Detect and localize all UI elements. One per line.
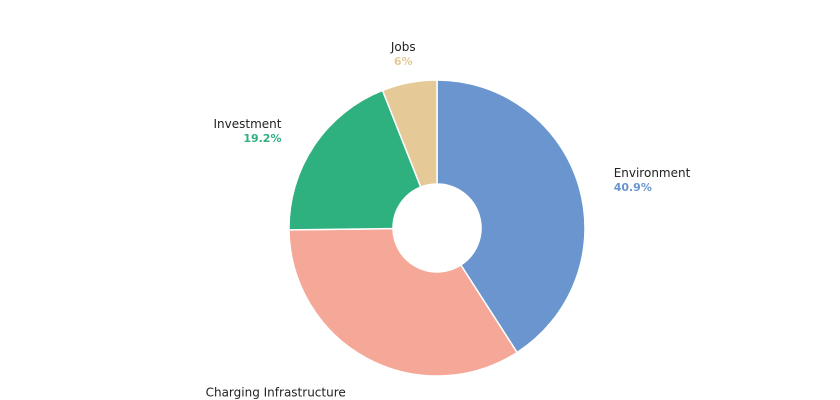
slice-charging-infrastructure <box>288 227 519 377</box>
value-label-jobs: 6% <box>394 55 413 68</box>
label-charging-infrastructure: Charging Infrastructure <box>206 386 346 400</box>
value-label-investment: 19.2% <box>243 132 281 145</box>
label-jobs: Jobs <box>390 40 416 54</box>
slice-jobs <box>381 79 438 189</box>
slice-investment <box>288 89 422 231</box>
label-investment: Investment <box>214 117 282 131</box>
slices-layer <box>288 79 586 377</box>
label-environment: Environment <box>614 166 691 180</box>
value-label-environment: 40.9% <box>614 181 652 194</box>
